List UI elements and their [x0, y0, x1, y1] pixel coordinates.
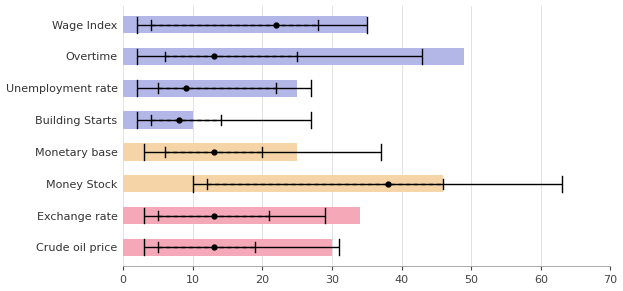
Bar — [123, 175, 444, 192]
Bar — [123, 111, 193, 129]
Bar — [123, 79, 297, 97]
Bar — [123, 143, 297, 161]
Bar — [123, 239, 332, 256]
Bar — [123, 48, 464, 65]
Bar — [123, 207, 360, 224]
Bar — [123, 16, 367, 33]
